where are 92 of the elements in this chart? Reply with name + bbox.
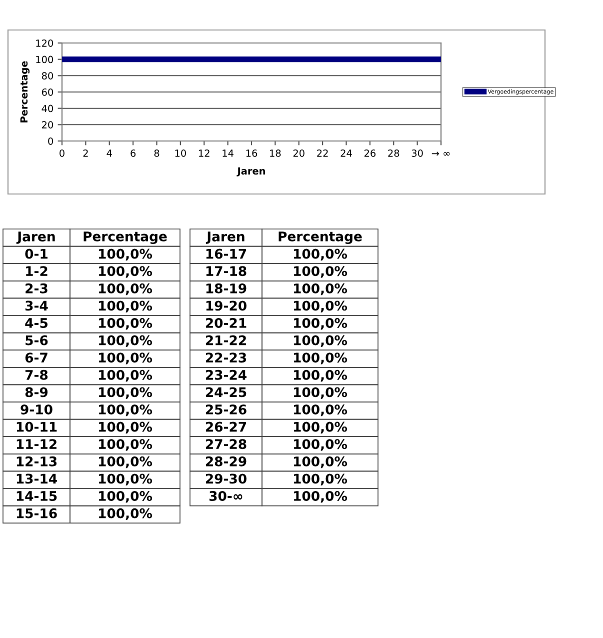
text: 100,0% xyxy=(294,318,348,330)
text: 100,0% xyxy=(294,335,348,347)
text: 100,0% xyxy=(294,283,348,296)
text: 100,0% xyxy=(294,491,348,503)
category-label: 29-30 xyxy=(206,474,246,484)
text: Percentage xyxy=(278,232,362,244)
category-label: 26-27 xyxy=(206,422,246,432)
text: 100,0% xyxy=(99,266,152,278)
y-tick-label: 80 xyxy=(42,72,54,80)
text: 100,0% xyxy=(99,474,152,486)
category-label: 12-13 xyxy=(16,456,57,466)
text: 100,0% xyxy=(294,352,348,364)
y-tick-label: 0 xyxy=(48,137,54,145)
text: 100,0% xyxy=(294,474,348,486)
text: 100,0% xyxy=(99,387,152,399)
category-label: 10-11 xyxy=(16,422,57,432)
text: 100,0% xyxy=(99,404,152,416)
category-label: 28-29 xyxy=(206,456,246,466)
category-label: 25-26 xyxy=(206,404,246,414)
x-tick-label: 4 xyxy=(106,150,112,157)
y-tick-label: 20 xyxy=(42,121,54,128)
x-tick-label: 16 xyxy=(246,150,258,157)
y-tick-label: 100 xyxy=(36,56,54,64)
x-tick-label: → ∞ xyxy=(432,152,450,156)
text: 100,0% xyxy=(99,439,152,451)
x-tick-label: 24 xyxy=(340,150,352,157)
text: 100,0% xyxy=(99,335,152,347)
x-tick-label: 20 xyxy=(293,150,304,157)
x-tick-label: 22 xyxy=(317,150,328,157)
text: 100,0% xyxy=(99,370,152,382)
category-label: 23-24 xyxy=(206,370,246,380)
text: 100,0% xyxy=(99,352,152,364)
category-label: 27-28 xyxy=(206,439,246,450)
text: 100,0% xyxy=(294,439,348,451)
x-tick-label: 0 xyxy=(60,150,64,157)
category-label: 19-20 xyxy=(206,300,246,311)
category-label: 11-12 xyxy=(16,439,56,449)
x-tick-label: 8 xyxy=(154,150,160,157)
x-tick-label: 26 xyxy=(364,150,376,157)
category-label: 4-5 xyxy=(25,318,48,328)
text: 100,0% xyxy=(294,370,348,382)
category-label: 7-8 xyxy=(25,370,48,380)
text: 100,0% xyxy=(294,266,348,278)
x-tick-label: 6 xyxy=(130,150,136,157)
category-label: 22-23 xyxy=(206,352,246,363)
x-tick-label: 30 xyxy=(412,150,423,157)
category-label: 17-18 xyxy=(206,266,246,276)
category-label: 3-4 xyxy=(25,300,48,311)
text: Jaren xyxy=(206,232,244,244)
category-label: 20-21 xyxy=(206,318,246,328)
text: 100,0% xyxy=(99,283,152,296)
category-label: 15-16 xyxy=(16,508,57,518)
text: 100,0% xyxy=(294,422,348,434)
x-tick-label: 12 xyxy=(199,150,210,157)
y-axis-title: Percentage xyxy=(20,61,30,122)
text: Jaren xyxy=(16,232,55,244)
x-axis-title: Jaren xyxy=(236,167,265,176)
text: 100,0% xyxy=(99,318,152,330)
x-tick-label: 28 xyxy=(388,150,400,157)
category-label: 13-14 xyxy=(16,474,57,484)
text: 100,0% xyxy=(294,387,348,399)
category-label: 6-7 xyxy=(25,352,48,363)
text: 100,0% xyxy=(294,248,348,260)
category-label: 14-15 xyxy=(16,491,57,501)
y-tick-label: 120 xyxy=(36,39,54,47)
text: 100,0% xyxy=(99,508,152,520)
category-label: 1-2 xyxy=(26,266,48,276)
text: 100,0% xyxy=(294,456,348,468)
category-label: 18-19 xyxy=(206,283,246,294)
category-label: 21-22 xyxy=(206,335,246,346)
category-label: 24-25 xyxy=(206,387,246,398)
text: 100,0% xyxy=(99,300,152,312)
x-tick-label: 14 xyxy=(222,150,234,157)
y-tick-label: 40 xyxy=(42,104,54,112)
text: 100,0% xyxy=(99,456,152,468)
text: 100,0% xyxy=(99,422,152,434)
text: 100,0% xyxy=(294,300,348,312)
category-label: 0-1 xyxy=(25,248,48,259)
category-label: 8-9 xyxy=(25,387,48,398)
text: 100,0% xyxy=(99,248,152,260)
category-label: 2-3 xyxy=(26,283,48,294)
category-label: 30-∞ xyxy=(209,491,242,501)
x-tick-label: 2 xyxy=(83,150,88,157)
text: 100,0% xyxy=(99,491,152,503)
category-label: 16-17 xyxy=(206,248,246,259)
x-tick-label: 18 xyxy=(270,150,281,157)
text: Percentage xyxy=(84,232,167,244)
category-label: 5-6 xyxy=(26,335,48,346)
text: 100,0% xyxy=(294,404,348,416)
category-label: 9-10 xyxy=(20,404,52,414)
x-tick-label: 10 xyxy=(175,150,186,157)
y-tick-label: 60 xyxy=(42,88,54,96)
